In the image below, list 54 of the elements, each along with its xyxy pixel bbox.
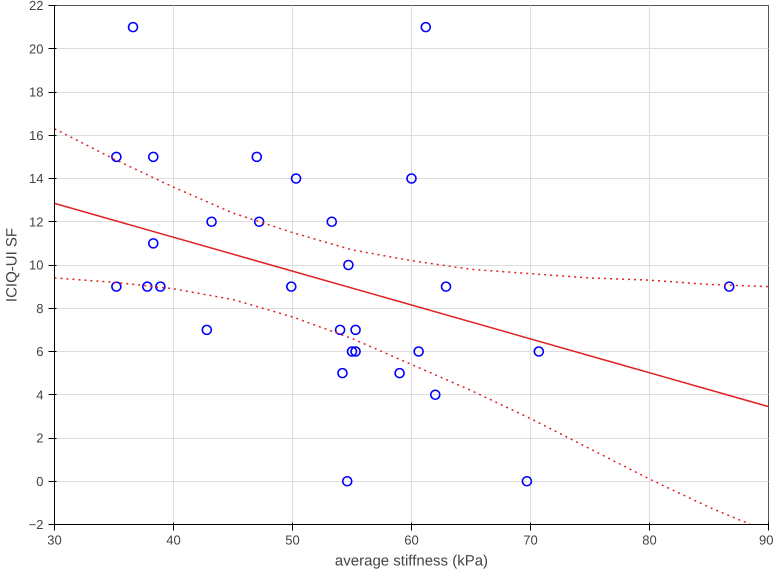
point	[420, 22, 432, 32]
point	[252, 152, 262, 162]
point	[724, 281, 735, 292]
point	[326, 216, 338, 228]
x-tick-label: 80	[642, 532, 657, 548]
y-tick-label: 2	[36, 430, 44, 446]
y-tick-label: 8	[36, 300, 44, 316]
y-tick-label: 4	[36, 387, 44, 402]
point	[406, 173, 417, 184]
point	[350, 346, 361, 357]
point	[522, 476, 532, 487]
line-series	[54, 277, 752, 524]
point	[128, 22, 138, 32]
point	[334, 324, 346, 336]
point	[148, 238, 159, 249]
point	[342, 476, 353, 487]
x-tick-label: 90	[759, 532, 773, 548]
y-tick-label: −2	[28, 517, 44, 532]
point	[254, 216, 264, 228]
x-tick-label: 50	[285, 532, 300, 548]
y-tick-label: 10	[29, 258, 44, 272]
point	[394, 368, 405, 378]
point	[346, 346, 358, 357]
y-axis-title: ICIQ-UI SF	[4, 228, 21, 302]
x-tick-label: 30	[47, 532, 62, 548]
y-tick-label: 20	[29, 41, 44, 56]
y-tick-label: 18	[29, 84, 44, 100]
point	[111, 281, 122, 292]
point	[413, 346, 424, 357]
point	[343, 260, 354, 270]
y-tick-label: 6	[36, 344, 44, 359]
point	[350, 324, 361, 336]
x-axis-title: average stiffness (kPa)	[334, 552, 488, 570]
point	[290, 173, 302, 184]
point	[534, 346, 544, 357]
point	[111, 152, 122, 162]
point	[142, 281, 153, 292]
point	[440, 281, 452, 292]
point	[148, 152, 159, 162]
y-tick-label: 14	[29, 171, 44, 186]
point	[202, 324, 212, 336]
point	[155, 281, 166, 292]
x-tick-label: 70	[523, 532, 538, 548]
y-tick-label: 0	[36, 474, 44, 489]
x-tick-label: 40	[166, 532, 181, 548]
point	[286, 281, 297, 292]
y-tick-label: 12	[29, 214, 44, 230]
point	[430, 389, 441, 400]
x-tick-label: 60	[404, 532, 419, 548]
y-tick-label: 22	[29, 0, 44, 13]
y-tick-label: 16	[29, 128, 44, 143]
point	[337, 368, 348, 378]
point	[206, 216, 217, 228]
line-series	[54, 128, 768, 288]
